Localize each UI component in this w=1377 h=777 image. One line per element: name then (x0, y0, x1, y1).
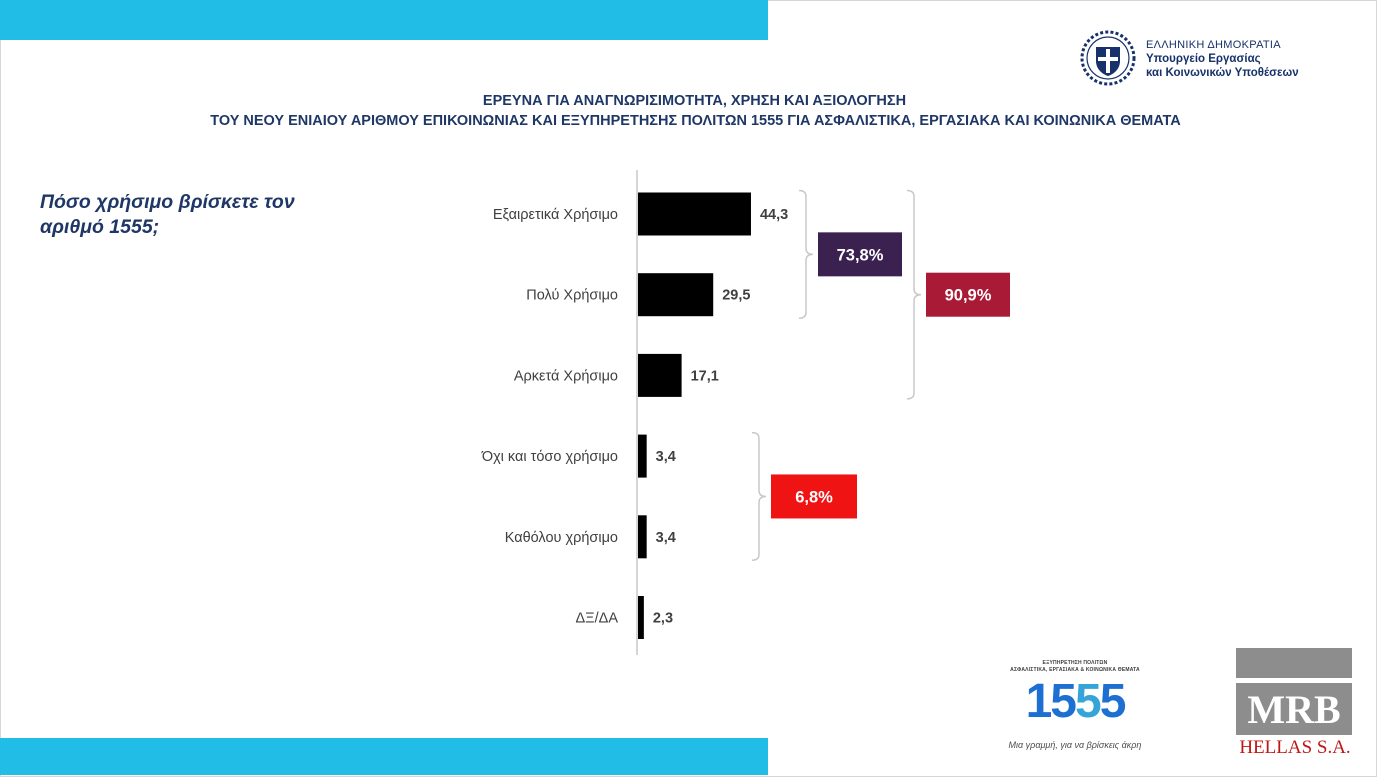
greek-coat-of-arms-icon (1080, 30, 1136, 86)
value-label: 3,4 (656, 530, 676, 546)
bar (638, 434, 647, 478)
category-label: Αρκετά Χρήσιμο (514, 368, 618, 384)
value-label: 29,5 (722, 288, 750, 304)
category-label: ΔΞ/ΔΑ (576, 611, 619, 627)
bar (638, 273, 714, 317)
group-total-badge (926, 272, 1010, 317)
mrb-logo-box (1236, 683, 1352, 735)
mrb-logo-bar (1236, 648, 1352, 678)
logo-1555-caption-line1: ΕΞΥΠΗΡΕΤΗΣΗ ΠΟΛΙΤΩΝ (1042, 660, 1108, 666)
group-bracket (798, 189, 814, 319)
page-title-line2: ΤΟΥ ΝΕΟΥ ΕΝΙΑΙΟΥ ΑΡΙΘΜΟΥ ΕΠΙΚΟΙΝΩΝΙΑΣ ΚΑ… (210, 113, 1181, 129)
logo-1555-digits-part3: 5 (1099, 675, 1127, 728)
group-total-label: 6,8% (795, 488, 833, 506)
logo-1555-digits-part2: 5 (1074, 675, 1102, 728)
group-bracket (751, 431, 767, 562)
value-label: 17,1 (691, 368, 719, 384)
logo-1555-caption-line2: ΑΣΦΑΛΙΣΤΙΚΑ, ΕΡΓΑΣΙΑΚΑ & ΚΟΙΝΩΝΙΚΑ ΘΕΜΑΤ… (1010, 667, 1140, 673)
ministry-country-label: ΕΛΛΗΝΙΚΗ ΔΗΜΟΚΡΑΤΙΑ (1146, 39, 1281, 51)
bar (638, 596, 644, 639)
top-accent-band (0, 0, 768, 40)
logo-1555-number: 1555 (1000, 672, 1150, 732)
logo-1555-digits-part1: 15 (1025, 675, 1077, 728)
ministry-logo: ΕΛΛΗΝΙΚΗ ΔΗΜΟΚΡΑΤΙΑ Υπουργείο Εργασίας κ… (1080, 30, 1340, 86)
group-total-badge (771, 474, 857, 519)
mrb-logo-name: MRB (1247, 687, 1341, 732)
survey-question: Πόσο χρήσιμο βρίσκετε τον αριθμό 1555; (40, 191, 295, 238)
mrb-logo-subtitle: HELLAS S.A. (1239, 737, 1351, 758)
value-label: 3,4 (656, 449, 676, 465)
value-label: 44,3 (760, 207, 788, 223)
logo-1555-tagline: Μια γραμμή, για να βρίσκεις άκρη (1008, 740, 1142, 750)
category-label: Καθόλου χρήσιμο (505, 530, 618, 546)
logo-1555: ΕΞΥΠΗΡΕΤΗΣΗ ΠΟΛΙΤΩΝ ΑΣΦΑΛΙΣΤΙΚΑ, ΕΡΓΑΣΙΑ… (1000, 658, 1150, 753)
ministry-name-line1: Υπουργείο Εργασίας (1146, 53, 1261, 65)
bar (638, 353, 682, 397)
group-bracket (906, 189, 922, 400)
group-total-label: 73,8% (837, 246, 884, 264)
page-title-line1: ΕΡΕΥΝΑ ΓΙΑ ΑΝΑΓΝΩΡΙΣΙΜΟΤΗΤΑ, ΧΡΗΣΗ ΚΑΙ Α… (482, 93, 907, 109)
category-label: Εξαιρετικά Χρήσιμο (493, 207, 618, 223)
bar (638, 192, 751, 236)
value-label: 2,3 (653, 611, 673, 627)
group-total-label: 90,9% (945, 287, 992, 305)
category-label: Πολύ Χρήσιμο (526, 288, 618, 304)
bar (638, 515, 647, 559)
group-total-badge (818, 232, 902, 277)
bottom-accent-band (0, 738, 768, 775)
category-label: Όχι και τόσο χρήσιμο (481, 449, 618, 465)
ministry-name-line2: και Κοινωνικών Υποθέσεων (1146, 67, 1299, 79)
mrb-hellas-logo: MRB HELLAS S.A. (1236, 648, 1354, 760)
